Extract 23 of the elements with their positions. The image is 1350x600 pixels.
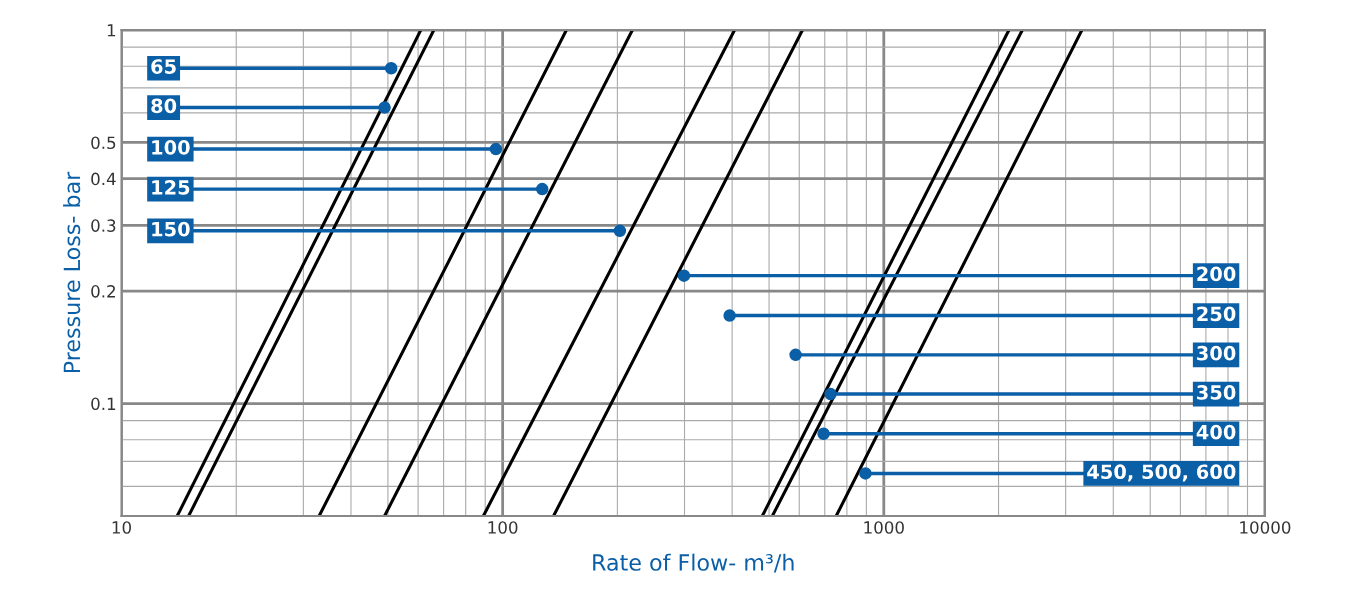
annotation: 125 bbox=[152, 180, 190, 195]
annotation: 250 bbox=[1197, 306, 1236, 322]
x-axis-title: Rate of Flow- m³/h bbox=[593, 553, 794, 573]
annotation: 200 bbox=[1197, 266, 1236, 282]
y-tick-label: 0.2 bbox=[91, 285, 115, 298]
x-tick-label: 10000 bbox=[1240, 521, 1291, 534]
y-tick-label: 0.3 bbox=[91, 219, 116, 232]
y-tick-label: 0.4 bbox=[91, 172, 116, 186]
annotation: 350 bbox=[1197, 385, 1236, 400]
annotation: 300 bbox=[1197, 345, 1236, 361]
annotation: 150 bbox=[152, 221, 190, 237]
annotation: 80 bbox=[151, 98, 177, 114]
x-tick-label: 100 bbox=[488, 521, 518, 534]
annotation: 65 bbox=[151, 59, 176, 74]
annotation: 400 bbox=[1196, 424, 1236, 440]
x-tick-label: 1000 bbox=[864, 521, 904, 534]
x-tick-label: 10 bbox=[112, 521, 131, 534]
y-tick-label: 0.5 bbox=[91, 136, 116, 150]
y-tick-label: 0.1 bbox=[91, 397, 116, 411]
annotation: 100 bbox=[152, 140, 190, 155]
y-axis-title: Pressure Loss- bar bbox=[63, 171, 81, 373]
annotation: 450, 500, 600 bbox=[1087, 464, 1236, 482]
y-tick-label: 1 bbox=[107, 24, 116, 37]
